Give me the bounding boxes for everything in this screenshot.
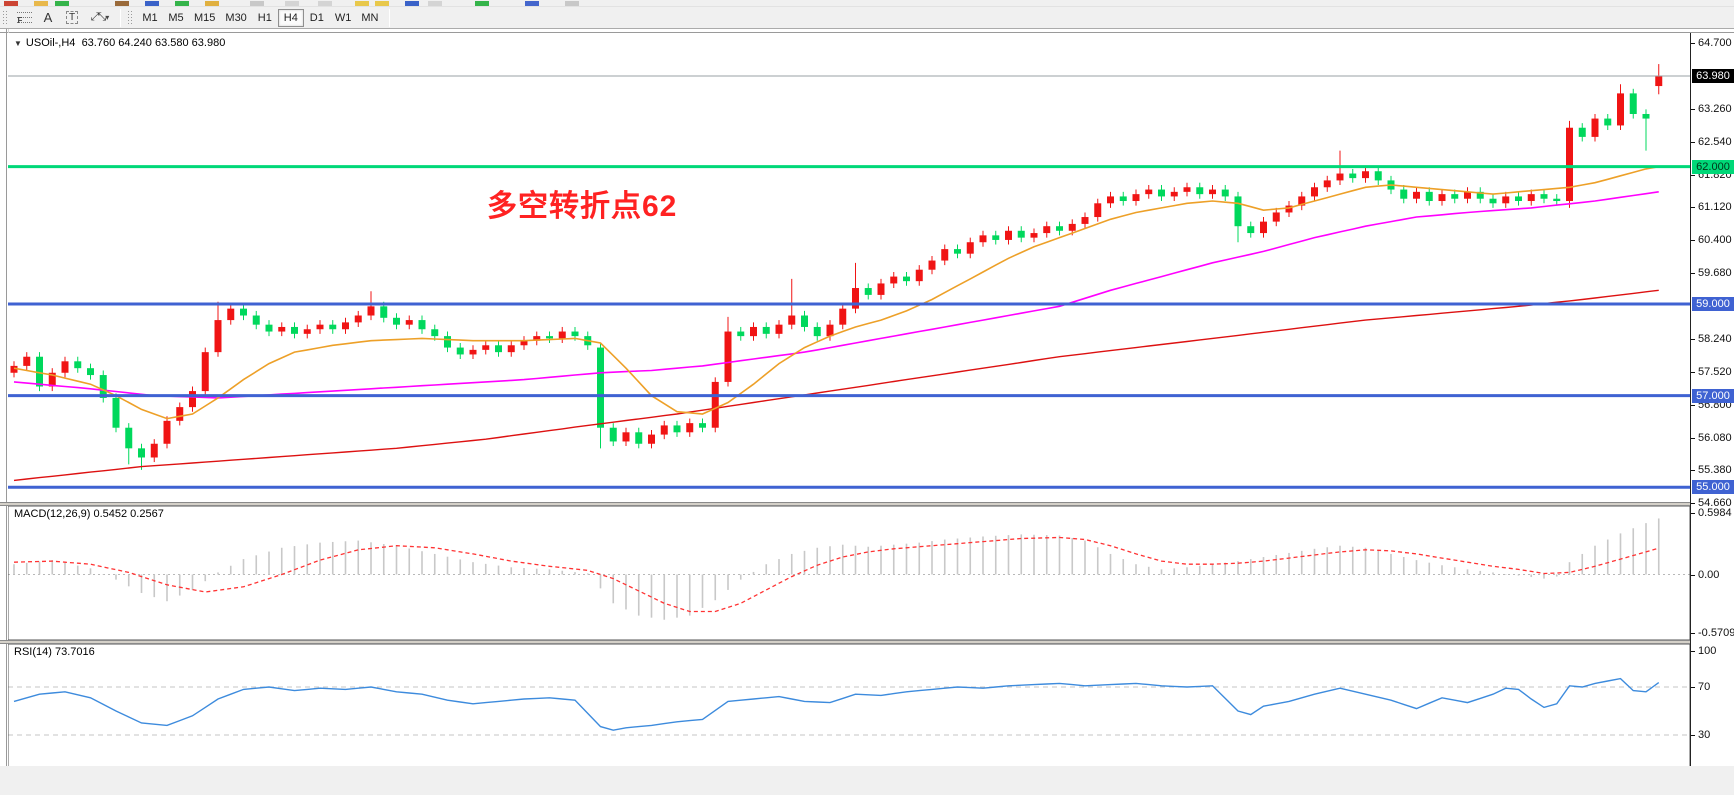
- scale-tick-label: 64.700: [1698, 37, 1732, 49]
- macd-label: MACD(12,26,9) 0.5452 0.2567: [14, 508, 164, 520]
- window-frame-line: [6, 29, 7, 776]
- clipped-icon: [205, 1, 219, 6]
- scale-tick-label: 54.660: [1698, 496, 1732, 509]
- text-tool-icon: A: [43, 10, 53, 25]
- scale-tick: [1691, 404, 1695, 406]
- timeframe-d1-button[interactable]: D1: [309, 11, 324, 24]
- scale-tick-label: 62.540: [1698, 135, 1732, 148]
- scale-tick: [1691, 633, 1695, 635]
- scale-tick: [1691, 43, 1695, 44]
- scale-tick: [1691, 469, 1695, 471]
- clipped-icon: [55, 1, 69, 6]
- chart-window: ▼ USOil-,H4 63.760 64.240 63.580 63.980 多…: [0, 29, 1734, 795]
- fibonacci-retracement-button[interactable]: F: [12, 8, 36, 28]
- chart-toolbar: F A T ⤢⤡ ▾ M1 M5 M15 M30 H1 H4 D1 W1 MN: [0, 7, 1734, 29]
- clipped-icon: [355, 1, 369, 6]
- scale-tick: [1691, 108, 1695, 110]
- scale-tick-label: -0.5709: [1698, 627, 1734, 640]
- main-chart-canvas[interactable]: [8, 33, 1690, 502]
- scale-tick-label: 100: [1698, 645, 1717, 657]
- scale-tick: [1691, 174, 1695, 176]
- scale-tick: [1691, 437, 1695, 439]
- scale-tick: [1691, 206, 1695, 208]
- chevron-down-icon: ▾: [105, 13, 110, 22]
- scale-tick-label: 30: [1698, 729, 1711, 741]
- text-tool-button[interactable]: A: [36, 8, 60, 28]
- clipped-icon: [375, 1, 389, 6]
- price-scale[interactable]: 64.700 63.260 62.540 61.820 61.120 60.400 59.6…: [1690, 33, 1734, 777]
- clipped-icon: [175, 1, 189, 6]
- text-label-icon: T: [65, 11, 79, 24]
- clipped-icon: [285, 1, 299, 6]
- window-bottom-edge: [0, 766, 1734, 795]
- clipped-icon: [405, 1, 419, 6]
- price-badge-63.980: 63.980: [1692, 68, 1734, 83]
- clipped-icon: [565, 1, 579, 6]
- toolbar-separator: [120, 8, 121, 27]
- timeframe-mn-button[interactable]: MN: [361, 11, 379, 24]
- text-label-button[interactable]: T: [60, 8, 84, 28]
- scale-tick-label: 70: [1698, 681, 1711, 693]
- timeframe-m15-button[interactable]: M15: [194, 11, 216, 24]
- clipped-icon: [250, 1, 264, 6]
- scale-tick: [1691, 371, 1695, 373]
- fibonacci-icon: F: [16, 11, 32, 25]
- timeframe-w1-button[interactable]: W1: [334, 11, 352, 24]
- scale-tick-label: 61.120: [1698, 200, 1732, 213]
- arrow-objects-button[interactable]: ⤢⤡ ▾: [84, 8, 116, 28]
- clipped-icon: [34, 1, 48, 6]
- scale-tick: [1691, 512, 1695, 514]
- price-badge-59.000: 59.000: [1692, 297, 1734, 312]
- timeframe-m1-button[interactable]: M1: [142, 11, 158, 24]
- scale-tick: [1691, 574, 1695, 576]
- price-badge-55.000: 55.000: [1692, 480, 1734, 495]
- clipped-toolbar-icons: [0, 0, 1734, 7]
- scale-tick-label: 58.240: [1698, 332, 1732, 345]
- scale-tick: [1691, 141, 1695, 143]
- scale-tick-label: 0.00: [1698, 568, 1720, 581]
- timeframe-h4-button[interactable]: H4: [277, 8, 304, 27]
- timeframe-h1-button[interactable]: H1: [257, 11, 272, 24]
- clipped-icon: [4, 1, 18, 6]
- scale-tick: [1691, 239, 1695, 241]
- scale-tick-label: 60.400: [1698, 233, 1732, 246]
- symbol-title-text: USOil-,H4: [25, 37, 76, 49]
- clipped-icon: [145, 1, 159, 6]
- chart-top-border: [0, 32, 1734, 33]
- clipped-icon: [475, 1, 489, 6]
- rsi-label: RSI(14) 73.7016: [14, 646, 95, 658]
- arrows-icon: ⤢⤡: [90, 11, 107, 23]
- scale-tick-label: 57.520: [1698, 365, 1732, 378]
- symbol-title: ▼ USOil-,H4 63.760 64.240 63.580 63.980: [14, 37, 225, 49]
- scale-tick: [1691, 651, 1695, 652]
- chart-annotation: 多空转折点62: [487, 190, 678, 223]
- collapse-triangle-icon[interactable]: ▼: [14, 39, 22, 48]
- clipped-icon: [115, 1, 129, 6]
- scale-tick-label: 56.080: [1698, 431, 1732, 444]
- scale-tick-label: 0.5984: [1698, 506, 1732, 519]
- ohlc-readout: 63.760 64.240 63.580 63.980: [81, 37, 226, 49]
- macd-canvas[interactable]: [8, 506, 1690, 640]
- rsi-canvas[interactable]: [8, 644, 1690, 776]
- scale-tick: [1691, 502, 1695, 504]
- timeframe-drag-handle[interactable]: [127, 9, 134, 26]
- scale-tick: [1691, 735, 1695, 736]
- scale-tick: [1691, 272, 1695, 274]
- clipped-icon: [428, 1, 442, 6]
- scale-tick-label: 59.680: [1698, 266, 1732, 279]
- scale-tick-label: 55.380: [1698, 463, 1732, 476]
- timeframe-m30-button[interactable]: M30: [225, 11, 247, 24]
- price-badge-57.000: 57.000: [1692, 388, 1734, 403]
- scale-tick: [1691, 338, 1695, 340]
- scale-tick-label: 63.260: [1698, 102, 1732, 115]
- toolbar-drag-handle[interactable]: [2, 9, 9, 26]
- clipped-icon: [525, 1, 539, 6]
- timeframe-group: M1 M5 M15 M30 H1 H4 D1 W1 MN: [137, 8, 383, 27]
- timeframe-m5-button[interactable]: M5: [168, 11, 184, 24]
- clipped-icon: [318, 1, 332, 6]
- scale-tick: [1691, 687, 1695, 688]
- toolbar-separator-2: [389, 8, 391, 27]
- price-badge-62.000: 62.000: [1692, 159, 1734, 174]
